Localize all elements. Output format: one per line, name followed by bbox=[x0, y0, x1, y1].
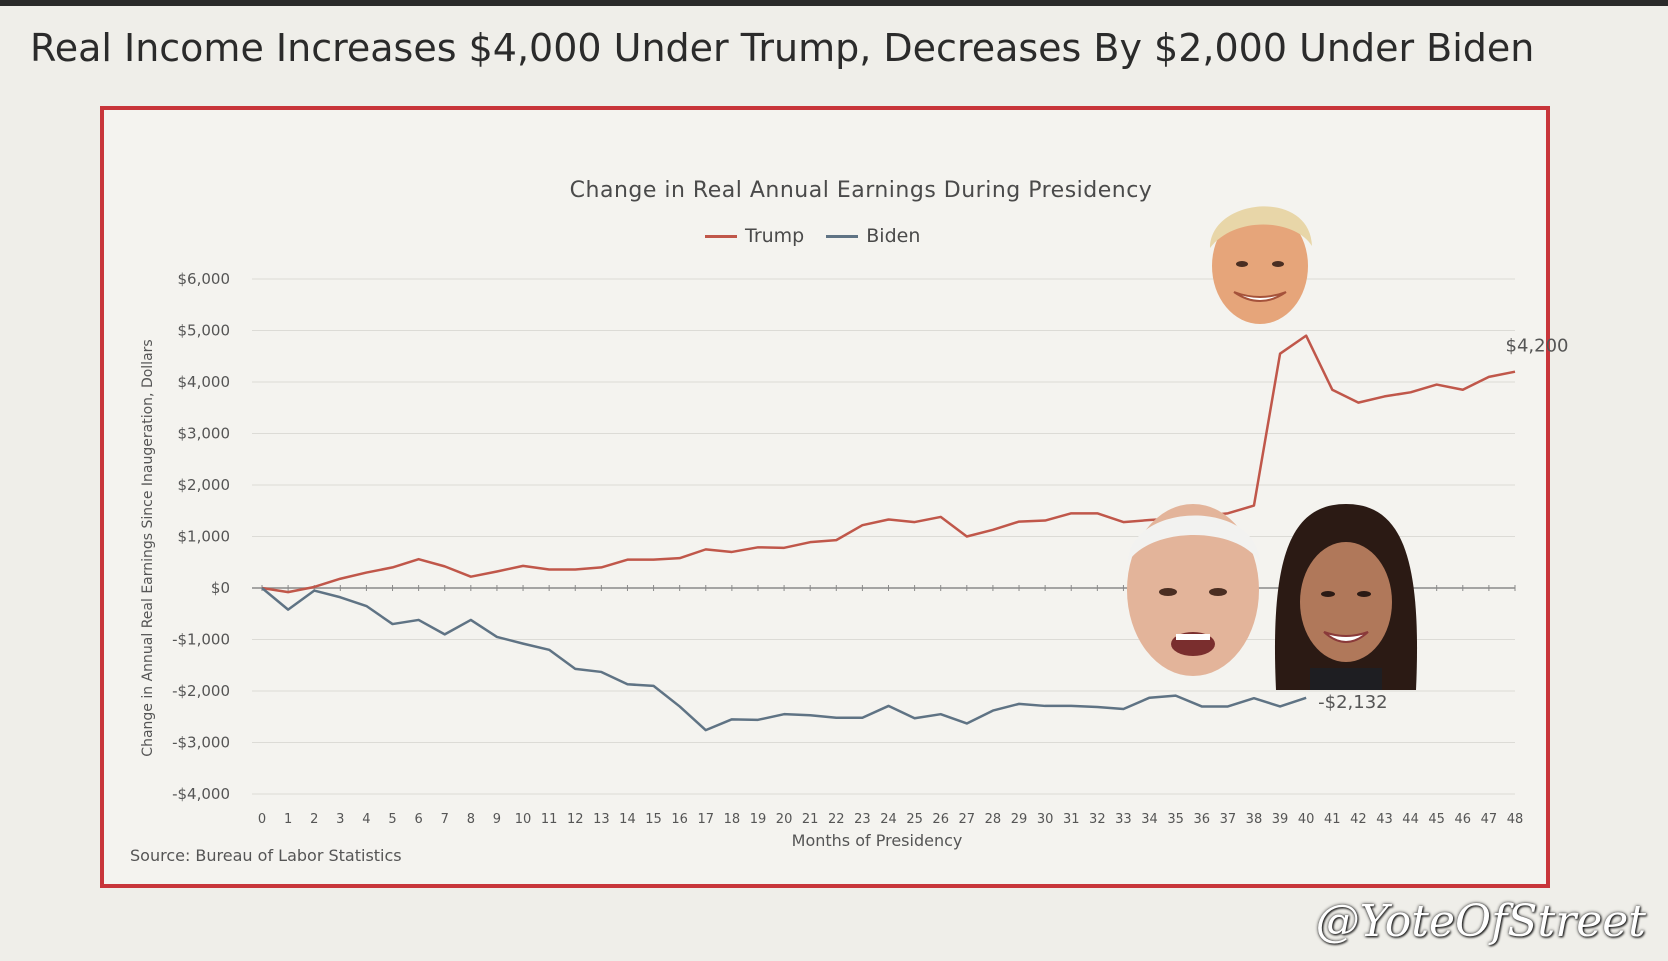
y-tick-label: -$1,000 bbox=[172, 631, 230, 649]
x-tick-label: 21 bbox=[802, 812, 819, 827]
x-axis-ticks: 0 1 2 3 4 5 6 7 8 9 10 11 12 13 14 15 16 17 18 19 20 21 22 23 24… bbox=[258, 585, 1523, 827]
x-tick-label: 10 bbox=[515, 812, 532, 827]
data-label-biden: -$2,132 bbox=[1318, 692, 1387, 713]
y-axis-ticks: $6,000 $5,000 $4,000 $3,000 $2,000 $1,000 $0 -$… bbox=[172, 270, 230, 803]
x-tick-label: 41 bbox=[1324, 812, 1341, 827]
x-tick-label: 9 bbox=[493, 812, 501, 827]
legend-swatch-biden bbox=[826, 234, 859, 238]
x-tick-label: 30 bbox=[1037, 812, 1054, 827]
trump-portrait bbox=[1210, 206, 1312, 324]
x-tick-label: 6 bbox=[414, 812, 422, 827]
x-tick-label: 40 bbox=[1298, 812, 1315, 827]
y-tick-label: $3,000 bbox=[178, 425, 231, 443]
x-tick-label: 33 bbox=[1115, 812, 1132, 827]
x-tick-label: 27 bbox=[959, 812, 976, 827]
x-tick-label: 0 bbox=[258, 812, 266, 827]
x-tick-label: 44 bbox=[1402, 812, 1419, 827]
x-tick-label: 35 bbox=[1167, 812, 1184, 827]
y-tick-label: $6,000 bbox=[178, 270, 231, 288]
series-line-biden bbox=[261, 587, 1307, 732]
x-tick-label: 31 bbox=[1063, 812, 1080, 827]
annotations: $4,200 -$2,132 bbox=[1318, 336, 1568, 713]
x-tick-label: 4 bbox=[362, 812, 370, 827]
x-tick-label: 47 bbox=[1481, 812, 1498, 827]
y-tick-label: -$4,000 bbox=[172, 785, 230, 803]
chart-source: Source: Bureau of Labor Statistics bbox=[130, 846, 402, 865]
x-tick-label: 15 bbox=[645, 812, 662, 827]
x-tick-label: 11 bbox=[541, 812, 558, 827]
chart-legend: Trump Biden bbox=[705, 225, 920, 247]
x-tick-label: 37 bbox=[1220, 812, 1237, 827]
x-tick-label: 45 bbox=[1428, 812, 1445, 827]
y-tick-label: $0 bbox=[211, 579, 230, 597]
x-tick-label: 28 bbox=[985, 812, 1002, 827]
legend-label-biden: Biden bbox=[866, 225, 921, 247]
x-tick-label: 7 bbox=[441, 812, 449, 827]
x-tick-label: 48 bbox=[1507, 812, 1524, 827]
x-tick-label: 25 bbox=[906, 812, 923, 827]
y-tick-label: $4,000 bbox=[178, 373, 231, 391]
series-lines bbox=[261, 334, 1516, 732]
legend-swatch-trump bbox=[705, 234, 737, 238]
chart-title: Change in Real Annual Earnings During Pr… bbox=[569, 178, 1153, 203]
harris-portrait bbox=[1274, 504, 1418, 690]
x-tick-label: 14 bbox=[619, 812, 636, 827]
slide-title: Real Income Increases $4,000 Under Trump… bbox=[30, 26, 1535, 70]
x-tick-label: 1 bbox=[284, 812, 292, 827]
legend-item-trump: Trump bbox=[705, 225, 804, 247]
x-tick-label: 22 bbox=[828, 812, 845, 827]
x-axis-label: Months of Presidency bbox=[792, 831, 963, 850]
legend-label-trump: Trump bbox=[745, 225, 805, 247]
x-tick-label: 18 bbox=[724, 812, 741, 827]
x-tick-label: 24 bbox=[880, 812, 897, 827]
data-label-trump: $4,200 bbox=[1506, 336, 1569, 357]
x-tick-label: 17 bbox=[697, 812, 714, 827]
x-tick-label: 12 bbox=[567, 812, 584, 827]
x-tick-label: 8 bbox=[467, 812, 475, 827]
x-tick-label: 43 bbox=[1376, 812, 1393, 827]
x-tick-label: 23 bbox=[854, 812, 871, 827]
x-tick-label: 20 bbox=[776, 812, 793, 827]
x-tick-label: 42 bbox=[1350, 812, 1367, 827]
watermark: @YoteOfStreet bbox=[1315, 896, 1646, 947]
x-tick-label: 5 bbox=[388, 812, 396, 827]
y-tick-label: $2,000 bbox=[178, 476, 231, 494]
x-tick-label: 26 bbox=[932, 812, 949, 827]
x-tick-label: 36 bbox=[1193, 812, 1210, 827]
x-tick-label: 46 bbox=[1455, 812, 1472, 827]
x-tick-label: 32 bbox=[1089, 812, 1106, 827]
x-tick-label: 34 bbox=[1141, 812, 1158, 827]
x-tick-label: 19 bbox=[750, 812, 767, 827]
biden-portrait bbox=[1127, 504, 1260, 676]
x-tick-label: 13 bbox=[593, 812, 610, 827]
y-axis-label: Change in Annual Real Earnings Since Ina… bbox=[140, 339, 156, 756]
x-tick-label: 39 bbox=[1272, 812, 1289, 827]
series-line-trump bbox=[261, 334, 1516, 594]
x-tick-label: 38 bbox=[1246, 812, 1263, 827]
x-tick-label: 3 bbox=[336, 812, 344, 827]
top-border bbox=[0, 0, 1668, 6]
legend-item-biden: Biden bbox=[826, 225, 920, 247]
y-tick-label: -$3,000 bbox=[172, 734, 230, 752]
x-tick-label: 29 bbox=[1011, 812, 1028, 827]
y-tick-label: $1,000 bbox=[178, 528, 231, 546]
y-tick-label: $5,000 bbox=[178, 322, 231, 340]
y-tick-label: -$2,000 bbox=[172, 682, 230, 700]
x-tick-label: 16 bbox=[671, 812, 688, 827]
x-tick-label: 2 bbox=[310, 812, 318, 827]
